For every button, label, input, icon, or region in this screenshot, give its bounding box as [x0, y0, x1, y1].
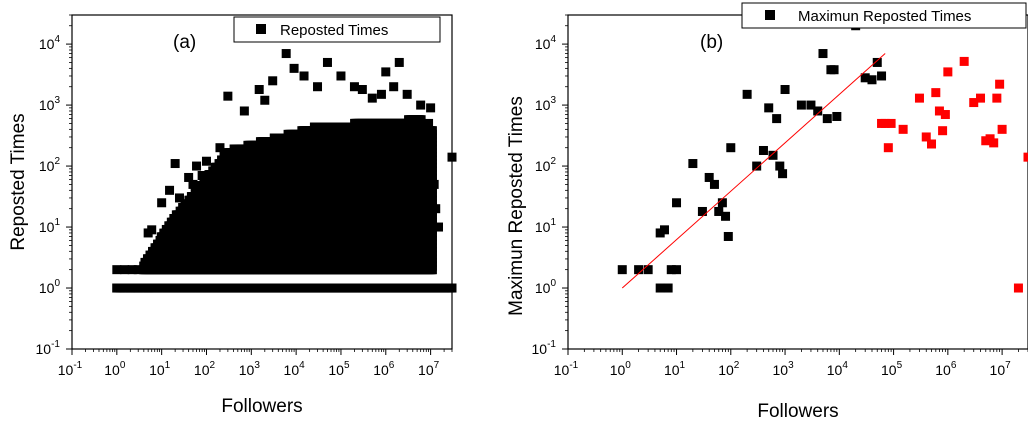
- x-tick-label: 102: [194, 360, 216, 378]
- x-tick-label: 100: [104, 360, 126, 378]
- y-tick-label: 102: [39, 156, 61, 174]
- x-tick-label: 10-1: [58, 360, 83, 378]
- x-tick-label: 106: [373, 360, 395, 378]
- y-tick-label: 104: [39, 34, 61, 52]
- x-tick-label: 107: [418, 360, 440, 378]
- y-tick-label: 103: [39, 95, 61, 113]
- y-tick-label: 10-1: [36, 339, 61, 357]
- x-tick-label: 103: [239, 360, 261, 378]
- x-tick-label: 104: [284, 360, 306, 378]
- panel-a: 10-1 100 101 102 103 104 105 106 107 10-1 100 101 10…: [8, 14, 457, 417]
- x-tick-label: 105: [328, 360, 350, 378]
- x-tick-label: 101: [149, 360, 171, 378]
- points-a: [112, 49, 457, 293]
- y-tick-label: 100: [39, 278, 61, 296]
- y-tick-label: 101: [39, 217, 61, 235]
